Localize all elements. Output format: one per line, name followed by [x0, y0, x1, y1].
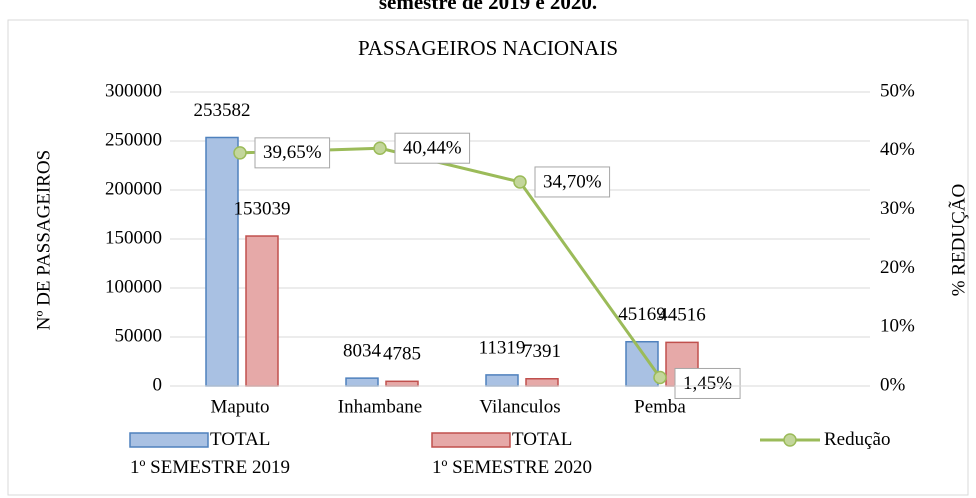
- chart-title: PASSAGEIROS NACIONAIS: [358, 36, 618, 60]
- y-tick-label: 200000: [105, 178, 162, 199]
- bar: [525, 378, 559, 387]
- data-label: 1,45%: [683, 373, 732, 394]
- data-label-box: [534, 166, 611, 198]
- marker: [373, 141, 387, 155]
- data-label: 4785: [383, 344, 421, 365]
- y-tick-label: 300000: [105, 80, 162, 101]
- data-label: 253582: [194, 100, 251, 121]
- heading: semestre de 2019 e 2020.: [379, 0, 597, 14]
- bar: [625, 340, 659, 387]
- data-label: 39,65%: [263, 142, 322, 163]
- y2-tick-label: 20%: [880, 257, 915, 278]
- bar: [345, 377, 379, 387]
- y-axis-label: Nº DE PASSAGEIROS: [33, 150, 54, 330]
- legend-swatch: [129, 432, 209, 448]
- marker: [233, 146, 247, 160]
- y2-axis-label: % REDUÇÃO: [947, 184, 969, 296]
- legend-swatch: [431, 432, 511, 448]
- y-tick-label: 150000: [105, 227, 162, 248]
- y-tick-label: 0: [153, 374, 163, 395]
- bar: [205, 136, 239, 387]
- y2-tick-label: 0%: [880, 374, 906, 395]
- data-label: 153039: [234, 198, 291, 219]
- data-label: 44516: [658, 305, 706, 326]
- marker: [653, 370, 667, 385]
- data-label: 7391: [523, 341, 561, 362]
- data-label: 8034: [343, 340, 382, 361]
- legend-marker: [783, 433, 797, 447]
- legend-label: TOTAL 1º SEMESTRE 2019: [130, 429, 291, 478]
- y-tick-label: 100000: [105, 276, 162, 297]
- data-label-box: [254, 137, 331, 169]
- y2-tick-label: 30%: [880, 198, 915, 219]
- data-label: 11319: [479, 337, 526, 358]
- y2-tick-label: 10%: [880, 316, 915, 337]
- bar: [485, 374, 519, 387]
- x-tick-label: Pemba: [634, 396, 686, 417]
- bar: [385, 380, 419, 387]
- data-label: 40,44%: [403, 138, 462, 159]
- y-tick-label: 250000: [105, 129, 162, 150]
- data-label-box: [674, 367, 741, 399]
- legend-label: Redução: [824, 429, 891, 450]
- marker: [513, 175, 527, 189]
- chart-border: [7, 19, 969, 496]
- x-tick-label: Inhambane: [338, 396, 422, 417]
- y-tick-label: 50000: [115, 325, 163, 346]
- y2-tick-label: 40%: [880, 139, 915, 160]
- legend-label: TOTAL 1º SEMESTRE 2020: [432, 429, 593, 478]
- x-tick-label: Maputo: [210, 396, 269, 417]
- data-label-box: [394, 132, 471, 164]
- bar: [245, 235, 279, 387]
- data-label: 45169: [618, 304, 666, 325]
- x-tick-label: Vilanculos: [479, 396, 560, 417]
- data-label: 34,70%: [543, 171, 602, 192]
- y2-tick-label: 50%: [880, 80, 915, 101]
